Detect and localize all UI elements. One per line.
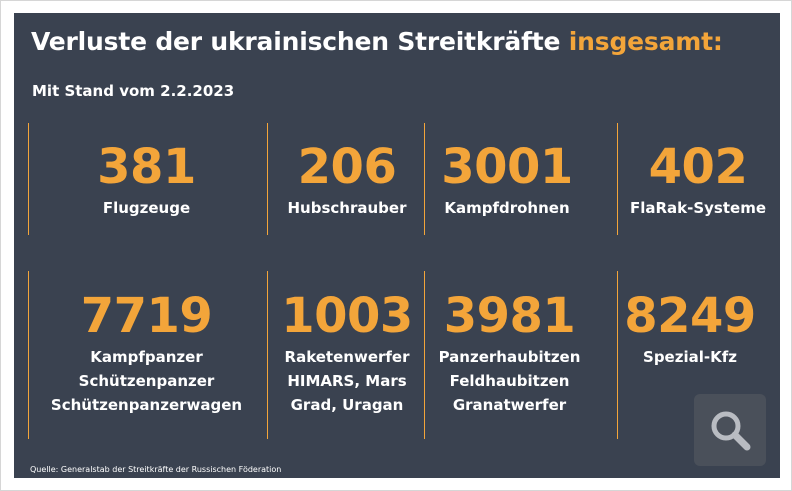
stat-special-vehicles: 8249 Spezial-Kfz <box>620 287 760 369</box>
stat-label: Schützenpanzerwagen <box>50 396 243 414</box>
stat-label: Panzerhaubitzen <box>438 348 581 366</box>
divider <box>267 271 268 439</box>
date-subtitle: Mit Stand vom 2.2.2023 <box>32 82 235 100</box>
stat-label: Kampfpanzer <box>90 348 203 366</box>
stat-air-defense: 402 FlaRak-Systeme <box>620 138 776 220</box>
divider <box>424 123 425 235</box>
stat-label: Schützenpanzer <box>78 372 215 390</box>
stat-value: 3981 <box>443 288 576 344</box>
divider <box>617 271 618 439</box>
infographic-panel: Verluste der ukrainischen Streitkräfte i… <box>14 13 780 478</box>
stat-label: Kampfdrohnen <box>444 199 570 217</box>
stat-combat-drones: 3001 Kampfdrohnen <box>427 138 587 220</box>
page-title: Verluste der ukrainischen Streitkräfte i… <box>31 27 723 56</box>
divider <box>28 123 29 235</box>
stat-label: Hubschrauber <box>287 199 407 217</box>
stat-helicopters: 206 Hubschrauber <box>272 138 422 220</box>
divider <box>267 123 268 235</box>
stat-value: 1003 <box>281 288 413 344</box>
divider <box>28 271 29 439</box>
search-icon <box>711 411 751 451</box>
stat-value: 8249 <box>624 288 756 344</box>
stat-aircraft: 381 Flugzeuge <box>54 138 239 220</box>
stat-value: 3001 <box>441 139 573 195</box>
stat-label: Flugzeuge <box>102 199 191 217</box>
divider <box>424 271 425 439</box>
source-caption: Quelle: Generalstab der Streitkräfte der… <box>30 465 282 474</box>
title-main: Verluste der ukrainischen Streitkräfte <box>31 27 569 56</box>
title-accent: insgesamt: <box>568 27 723 56</box>
stat-value: 206 <box>297 139 397 195</box>
stat-label: FlaRak-Systeme <box>629 199 767 217</box>
stat-value: 381 <box>97 139 196 195</box>
stat-label: Grad, Uragan <box>290 396 404 414</box>
stat-tanks: 7719 Kampfpanzer Schützenpanzer Schützen… <box>39 287 254 417</box>
stat-label: Raketenwerfer <box>284 348 410 366</box>
search-button[interactable] <box>694 394 766 466</box>
stat-label: Spezial-Kfz <box>643 348 737 366</box>
stat-label: HIMARS, Mars <box>287 372 407 390</box>
stat-artillery: 3981 Panzerhaubitzen Feldhaubitzen Grana… <box>427 287 592 417</box>
stat-label: Granatwerfer <box>452 396 567 414</box>
divider <box>617 123 618 235</box>
stat-value: 402 <box>648 139 748 195</box>
stat-label: Feldhaubitzen <box>449 372 570 390</box>
stat-rocket-launchers: 1003 Raketenwerfer HIMARS, Mars Grad, Ur… <box>272 287 422 417</box>
stat-value: 7719 <box>80 288 213 344</box>
